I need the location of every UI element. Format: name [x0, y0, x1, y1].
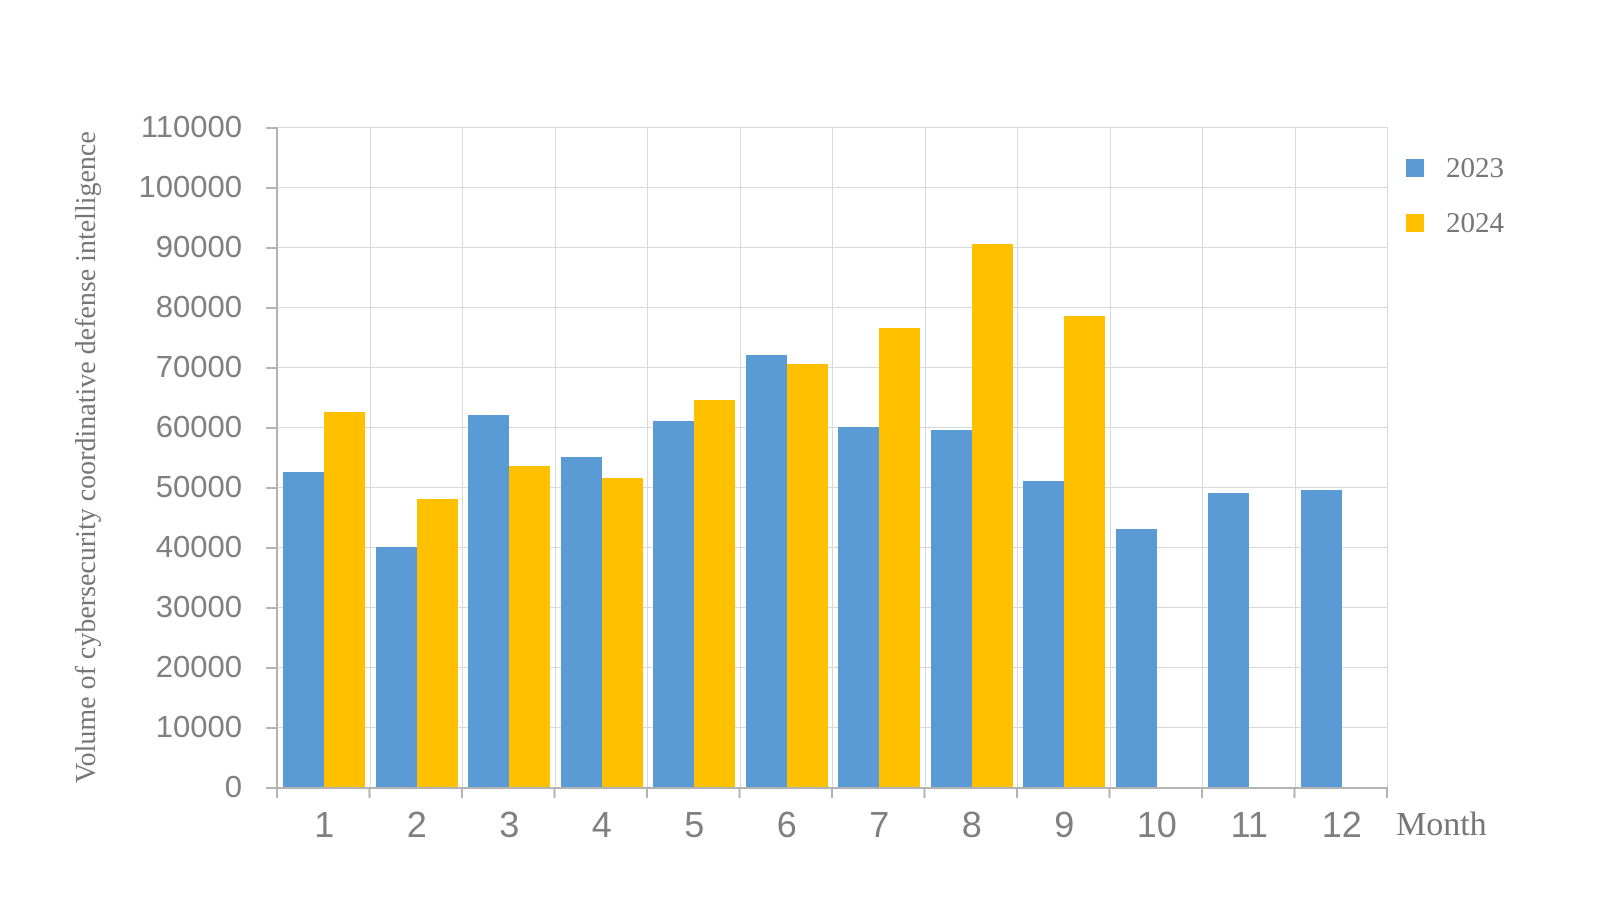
x-tick-label-6: 6: [776, 804, 797, 845]
y-tick-label: 70000: [155, 349, 242, 384]
bar-2023-month-9: [1023, 481, 1064, 787]
legend-label-2023: 2023: [1446, 151, 1504, 184]
month-group-11: [1203, 127, 1296, 787]
bar-2024-month-9: [1064, 316, 1105, 787]
y-tick-label: 80000: [155, 289, 242, 324]
plot-area: [276, 127, 1388, 789]
y-tick-label: 30000: [155, 589, 242, 624]
bar-groups: [278, 127, 1388, 787]
bar-2023-month-4: [560, 457, 602, 787]
x-tick-label-11: 11: [1230, 804, 1268, 845]
x-tick-label-10: 10: [1136, 804, 1177, 845]
legend-swatch-2023-icon: [1406, 159, 1424, 177]
legend-swatch-2024-icon: [1406, 214, 1424, 232]
bar-2024-month-5: [694, 400, 735, 787]
bar-2023-month-11: [1208, 493, 1249, 787]
x-tick-label-2: 2: [406, 804, 427, 845]
x-tick-label-8: 8: [961, 804, 982, 845]
month-group-3: [463, 127, 556, 787]
month-group-7: [833, 127, 926, 787]
x-axis-unit-label: Month: [1396, 806, 1487, 843]
bar-2023-month-10: [1115, 529, 1157, 787]
bar-2024-month-2: [416, 499, 458, 787]
month-group-2: [371, 127, 463, 787]
bar-2023-month-8: [930, 430, 972, 787]
bar-2023-month-7: [838, 427, 879, 787]
bar-2024-month-3: [509, 466, 550, 787]
x-tick-label-9: 9: [1054, 804, 1075, 845]
bar-2023-month-5: [653, 421, 694, 787]
bar-2024-month-4: [601, 478, 643, 787]
month-group-6: [741, 127, 833, 787]
y-tick-label: 0: [224, 769, 242, 804]
bar-2024-month-6: [786, 364, 828, 787]
bar-2023-month-2: [375, 547, 417, 787]
bar-2023-month-12: [1300, 490, 1342, 787]
month-group-10: [1111, 127, 1203, 787]
y-tick-label: 20000: [155, 649, 242, 684]
legend-label-2024: 2024: [1446, 206, 1504, 239]
legend-item-2023: 2023: [1406, 151, 1504, 185]
legend-item-2024: 2024: [1406, 206, 1504, 240]
y-tick-label: 50000: [155, 469, 242, 504]
y-axis-tick-marks: [266, 127, 276, 789]
bar-2024-month-8: [971, 244, 1013, 787]
y-tick-label: 100000: [138, 169, 242, 204]
x-tick-label-1: 1: [314, 804, 335, 845]
y-tick-label: 90000: [155, 229, 242, 264]
x-axis-tick-marks: [276, 789, 1388, 798]
bar-2024-month-7: [879, 328, 920, 787]
y-axis-tick-labels: 0 10000 20000 30000 40000 50000 60000 70000 8000…: [0, 109, 242, 804]
bar-2023-month-6: [745, 355, 787, 787]
x-axis-tick-labels: 1 2 3 4 5 6 7 8 9 10 11 12: [278, 804, 1388, 854]
month-group-9: [1018, 127, 1111, 787]
bar-2024-month-1: [324, 412, 365, 787]
y-tick-label: 10000: [155, 709, 242, 744]
month-group-5: [648, 127, 741, 787]
x-tick-label-5: 5: [684, 804, 705, 845]
legend: 2023 2024: [1406, 151, 1504, 261]
x-tick-label-12: 12: [1321, 804, 1362, 845]
bar-2023-month-1: [283, 472, 324, 787]
y-tick-label: 40000: [155, 529, 242, 564]
y-tick-label: 60000: [155, 409, 242, 444]
month-group-12: [1296, 127, 1388, 787]
x-tick-label-3: 3: [499, 804, 520, 845]
month-group-1: [278, 127, 371, 787]
month-group-8: [926, 127, 1018, 787]
bar-2023-month-3: [468, 415, 509, 787]
y-tick-label: 110000: [140, 109, 242, 144]
month-group-4: [556, 127, 648, 787]
x-tick-label-4: 4: [591, 804, 612, 845]
x-tick-label-7: 7: [869, 804, 890, 845]
